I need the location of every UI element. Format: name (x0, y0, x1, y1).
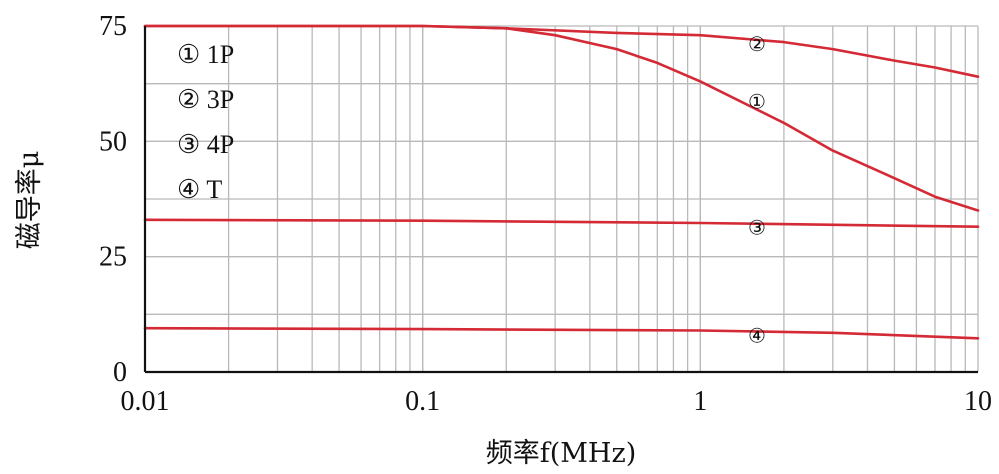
axes (143, 26, 978, 374)
tick-labels: 0.01 0.1 1 10 0 25 50 75 (99, 11, 992, 417)
legend-entry-4: ④ T (177, 175, 222, 204)
y-tick-label: 50 (99, 126, 127, 157)
curve-tags: ① ② ③ ④ (748, 32, 766, 348)
series-lines (143, 24, 980, 340)
y-tick-label: 0 (113, 357, 127, 388)
y-axis-title: 磁导率μ (14, 151, 45, 250)
x-tick-label: 0.1 (405, 386, 440, 417)
legend: ① 1P ② 3P ③ 4P ④ T (177, 40, 234, 204)
legend-entry-3: ③ 4P (177, 130, 234, 159)
series-line-2 (143, 24, 980, 78)
series-line-4 (143, 326, 980, 340)
curve-tag-4: ④ (748, 323, 766, 347)
x-tick-label: 0.01 (121, 386, 170, 417)
legend-entry-1: ① 1P (177, 40, 234, 69)
grid-lines (144, 25, 979, 373)
curve-tag-2: ② (748, 32, 766, 56)
y-tick-label: 75 (99, 11, 127, 42)
curve-tag-3: ③ (748, 216, 766, 240)
series-line-3 (143, 218, 980, 228)
x-tick-label: 1 (693, 386, 707, 417)
curve-tag-1: ① (748, 90, 766, 114)
y-tick-label: 25 (99, 242, 127, 273)
x-axis-title: 频率f(MHz) (486, 438, 636, 469)
legend-entry-2: ② 3P (177, 85, 234, 114)
x-tick-label: 10 (964, 386, 992, 417)
